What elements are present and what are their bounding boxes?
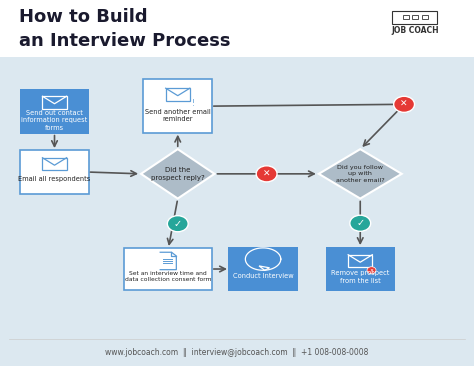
Text: Remove prospect
from the list: Remove prospect from the list (331, 270, 390, 284)
FancyBboxPatch shape (143, 79, 212, 133)
FancyBboxPatch shape (326, 247, 395, 291)
Text: Send another email
reminder: Send another email reminder (145, 109, 210, 122)
Text: Conduct Interview: Conduct Interview (233, 273, 293, 279)
Circle shape (256, 166, 277, 182)
Text: JOB COACH: JOB COACH (391, 26, 438, 35)
Text: ✓: ✓ (173, 219, 182, 229)
FancyBboxPatch shape (20, 90, 89, 134)
Circle shape (350, 215, 371, 231)
Text: How to Build
an Interview Process: How to Build an Interview Process (19, 8, 230, 50)
Circle shape (393, 96, 414, 112)
Text: Set an interview time and
data collection consent form: Set an interview time and data collectio… (125, 271, 211, 282)
Text: ✕: ✕ (369, 268, 374, 273)
Circle shape (367, 267, 376, 274)
FancyBboxPatch shape (20, 150, 89, 194)
Circle shape (167, 216, 188, 232)
Text: !: ! (192, 99, 195, 108)
Text: Email all respondents: Email all respondents (18, 176, 91, 182)
Text: Did you follow
up with
another email?: Did you follow up with another email? (336, 165, 384, 183)
Text: Send out contact
information request
forms: Send out contact information request for… (21, 110, 88, 131)
FancyBboxPatch shape (124, 248, 212, 290)
Text: ✕: ✕ (263, 169, 270, 178)
Text: ✕: ✕ (401, 100, 408, 109)
FancyBboxPatch shape (0, 57, 474, 366)
FancyBboxPatch shape (228, 247, 298, 291)
FancyBboxPatch shape (0, 0, 474, 57)
Text: ✓: ✓ (356, 218, 365, 228)
Text: Did the
prospect reply?: Did the prospect reply? (151, 167, 205, 180)
Polygon shape (141, 149, 214, 198)
Polygon shape (319, 149, 402, 198)
Text: www.jobcoach.com  ‖  interview@jobcoach.com  ‖  +1 008-008-0008: www.jobcoach.com ‖ interview@jobcoach.co… (105, 348, 369, 356)
